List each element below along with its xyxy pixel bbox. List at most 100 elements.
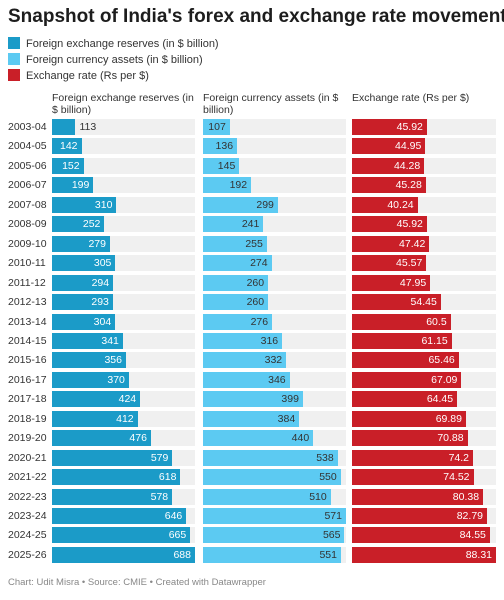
bar — [352, 138, 426, 155]
bar — [203, 255, 272, 272]
value-label: 74.52 — [443, 471, 470, 484]
value-label: 142 — [59, 140, 78, 153]
category-label: 2009-10 — [8, 237, 47, 250]
value-label: 61.15 — [421, 334, 448, 347]
bar — [52, 235, 110, 252]
value-label: 82.79 — [456, 510, 483, 522]
bar — [203, 391, 303, 408]
bar — [352, 508, 487, 524]
bar — [203, 508, 346, 524]
category-label: 2024-25 — [8, 529, 47, 542]
bar — [203, 216, 264, 233]
value-label: 305 — [93, 257, 112, 270]
bar — [203, 371, 290, 388]
value-label: 274 — [250, 257, 268, 270]
category-label: 2022-23 — [8, 490, 47, 503]
category-label: 2010-11 — [8, 257, 46, 270]
value-label: 276 — [250, 315, 269, 328]
bar — [52, 391, 141, 408]
bar — [52, 508, 187, 524]
bar — [203, 352, 287, 369]
value-label: 399 — [281, 393, 299, 406]
value-label: 136 — [215, 140, 234, 153]
bar — [352, 430, 468, 447]
value-label: 316 — [260, 334, 279, 347]
category-label: 2006-07 — [8, 179, 47, 192]
bar — [203, 177, 252, 194]
value-label: 47.42 — [399, 237, 426, 250]
category-label: 2017-18 — [8, 393, 47, 406]
bar — [352, 546, 496, 563]
bar — [352, 410, 466, 427]
bar — [203, 449, 338, 466]
value-label: 88.31 — [465, 548, 492, 561]
value-label: 84.55 — [459, 529, 486, 542]
value-label: 551 — [319, 548, 337, 561]
legend-label: Foreign exchange reserves (in $ billion) — [26, 38, 219, 50]
value-label: 646 — [164, 510, 183, 522]
bar — [352, 371, 462, 388]
bar — [203, 235, 267, 252]
value-label: 341 — [101, 334, 119, 347]
value-label: 70.88 — [437, 432, 464, 445]
bar — [352, 255, 427, 272]
bar — [352, 527, 490, 544]
bar — [203, 157, 240, 174]
value-label: 152 — [62, 159, 80, 172]
bar — [352, 157, 425, 174]
category-label: 2025-26 — [8, 548, 47, 561]
category-label: 2015-16 — [8, 354, 47, 367]
legend-swatch — [8, 53, 20, 65]
row-background — [52, 157, 195, 174]
value-label: 192 — [229, 179, 248, 192]
category-label: 2012-13 — [8, 296, 47, 309]
value-label: 565 — [322, 529, 341, 542]
category-label: 2014-15 — [8, 334, 47, 347]
row-background — [52, 119, 195, 135]
value-label: 304 — [93, 315, 112, 328]
bar — [203, 196, 278, 213]
category-label: 2019-20 — [8, 432, 47, 445]
bar — [52, 294, 113, 311]
category-label: 2013-14 — [8, 315, 47, 328]
panel-header: Foreign exchange reserves (in $ billion) — [52, 92, 194, 116]
category-label: 2008-09 — [8, 218, 47, 231]
value-label: 107 — [208, 121, 226, 133]
category-label: 2018-19 — [8, 412, 47, 425]
value-label: 299 — [256, 198, 274, 211]
value-label: 255 — [245, 237, 263, 250]
value-label: 65.46 — [428, 354, 455, 367]
bar — [352, 119, 427, 135]
bar — [203, 274, 269, 291]
bar — [352, 177, 426, 194]
bar — [203, 527, 345, 544]
bar — [52, 313, 116, 330]
bar — [52, 488, 173, 505]
bar — [52, 449, 173, 466]
value-label: 40.24 — [387, 198, 414, 211]
value-label: 665 — [168, 529, 187, 542]
value-label: 69.89 — [435, 412, 462, 425]
value-label: 67.09 — [431, 373, 458, 386]
value-label: 113 — [79, 121, 97, 133]
value-label: 279 — [88, 237, 106, 250]
legend-swatch — [8, 69, 20, 81]
legend-label: Foreign currency assets (in $ billion) — [26, 54, 203, 66]
bar — [352, 235, 430, 252]
category-label: 2005-06 — [8, 159, 47, 172]
value-label: 440 — [291, 432, 310, 445]
bar — [52, 119, 76, 135]
value-label: 47.95 — [399, 276, 427, 289]
value-label: 80.38 — [452, 490, 480, 503]
bar — [52, 196, 117, 213]
value-label: 60.5 — [426, 315, 447, 328]
bar — [352, 313, 451, 330]
value-label: 294 — [91, 276, 110, 289]
bar — [352, 216, 427, 233]
chart-title: Snapshot of India's forex and exchange r… — [8, 6, 504, 27]
value-label: 688 — [173, 548, 191, 561]
bar — [52, 177, 94, 194]
bar — [352, 352, 459, 369]
value-label: 45.57 — [396, 257, 423, 270]
value-label: 45.92 — [396, 218, 423, 231]
